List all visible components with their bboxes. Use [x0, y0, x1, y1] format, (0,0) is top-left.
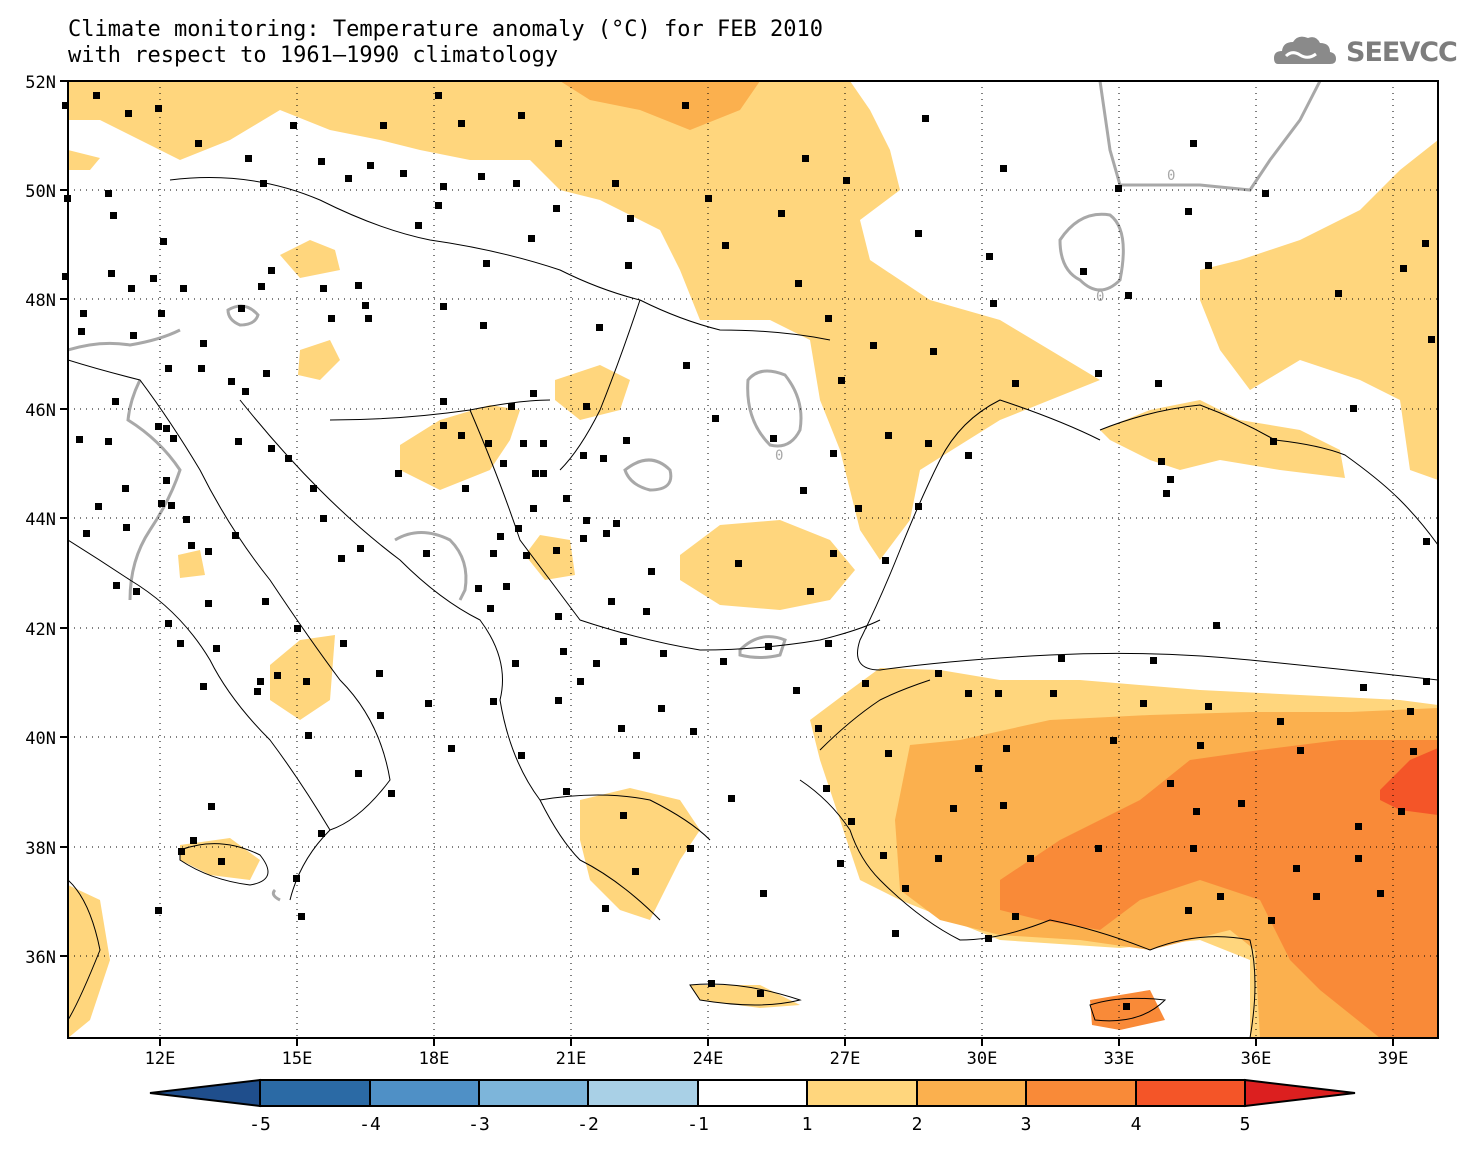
- lon-labels: 12E 15E 18E 21E 24E 27E 30E 33E 36E 39E: [145, 1049, 1409, 1069]
- lat-labels: 52N 50N 48N 46N 44N 42N 40N 38N 36N: [25, 73, 56, 968]
- anomaly-region-serbia: [525, 535, 575, 580]
- anomaly-region-italy-1: [270, 635, 335, 720]
- lon-label: 30E: [967, 1049, 998, 1069]
- colorbar-segment: [806, 1079, 918, 1107]
- lon-label: 18E: [419, 1049, 450, 1069]
- anomaly-region-north: [68, 81, 1100, 560]
- anomaly-region-northeast: [1200, 140, 1438, 480]
- colorbar-arrow-low: [149, 1078, 261, 1108]
- seevccc-logo: [1272, 30, 1442, 70]
- lon-label: 24E: [693, 1049, 724, 1069]
- colorbar-segment: [259, 1079, 371, 1107]
- colorbar-tick-label: -2: [577, 1114, 599, 1135]
- map-title: Climate monitoring: Temperature anomaly …: [68, 17, 823, 42]
- anomaly-region-italy-4: [178, 550, 205, 578]
- lat-label: 44N: [25, 510, 56, 530]
- colorbar-tick-label: 4: [1131, 1114, 1142, 1135]
- contour-label: 0: [775, 448, 783, 464]
- colorbar-segment: [1025, 1079, 1137, 1107]
- lon-label: 15E: [282, 1049, 313, 1069]
- lon-label: 21E: [556, 1049, 587, 1069]
- lat-label: 40N: [25, 729, 56, 749]
- colorbar-tick-label: 1: [802, 1114, 813, 1135]
- cloud-icon: [1274, 36, 1336, 64]
- coastlines: [68, 177, 1438, 1038]
- anomaly-region-balkans-1: [400, 405, 520, 490]
- lon-label: 12E: [145, 1049, 176, 1069]
- gridlines: [68, 81, 1438, 1038]
- anomaly-region-greece: [580, 788, 700, 920]
- contour-label: 0: [1096, 289, 1104, 305]
- anomaly-region-balkans-2: [555, 365, 630, 420]
- colorbar-segment: [478, 1079, 589, 1107]
- anomaly-region-bulgaria: [680, 520, 855, 610]
- colorbar-tick-label: 5: [1240, 1114, 1251, 1135]
- colorbar-segment: [587, 1079, 699, 1107]
- colorbar-labels: -5 -4 -3 -2 -1 1 2 3 4 5: [249, 1114, 1250, 1135]
- zero-contours: [68, 81, 1322, 902]
- lat-label: 42N: [25, 620, 56, 640]
- lat-label: 36N: [25, 948, 56, 968]
- colorbar-tick-label: 2: [912, 1114, 923, 1135]
- lon-label: 33E: [1104, 1049, 1135, 1069]
- colorbar-tick-label: -5: [249, 1114, 271, 1135]
- lat-label: 48N: [25, 291, 56, 311]
- anomaly-region-crimea: [1100, 400, 1345, 478]
- anomaly-region-poland: [68, 150, 100, 170]
- colorbar-tick-label: -4: [359, 1114, 381, 1135]
- colorbar-arrow-high: [1244, 1078, 1356, 1108]
- anomaly-region-italy-2: [280, 240, 340, 278]
- colorbar: [149, 1078, 1356, 1108]
- lat-label: 38N: [25, 839, 56, 859]
- map-subtitle: with respect to 1961–1990 climatology: [68, 43, 559, 68]
- colorbar-segment: [369, 1079, 480, 1107]
- lon-label: 39E: [1378, 1049, 1409, 1069]
- anomaly-region-tunisia: [68, 885, 110, 1038]
- lat-label: 50N: [25, 182, 56, 202]
- lon-label: 27E: [830, 1049, 861, 1069]
- anomaly-region-anatolia-3-4: [1000, 740, 1438, 1038]
- colorbar-tick-label: -3: [468, 1114, 490, 1135]
- anomaly-region-anatolia-4-5: [1380, 748, 1438, 815]
- map-frame: [67, 80, 1439, 1039]
- anomaly-field: 0 0 0: [68, 81, 1438, 1038]
- anomaly-region-ukraine-2-3: [560, 81, 760, 130]
- contour-label: 0: [1167, 168, 1175, 184]
- station-markers: [62, 92, 1435, 1010]
- anomaly-region-italy-3: [298, 340, 340, 380]
- lon-label: 36E: [1241, 1049, 1272, 1069]
- colorbar-segment: [697, 1079, 808, 1107]
- colorbar-segment: [1135, 1079, 1246, 1107]
- lat-label: 46N: [25, 401, 56, 421]
- axis-ticks: [60, 80, 1394, 1046]
- colorbar-tick-label: 3: [1021, 1114, 1032, 1135]
- lat-label: 52N: [25, 73, 56, 93]
- colorbar-segment: [916, 1079, 1027, 1107]
- logo-text: SEEVCCC: [1346, 37, 1457, 68]
- colorbar-tick-label: -1: [687, 1114, 709, 1135]
